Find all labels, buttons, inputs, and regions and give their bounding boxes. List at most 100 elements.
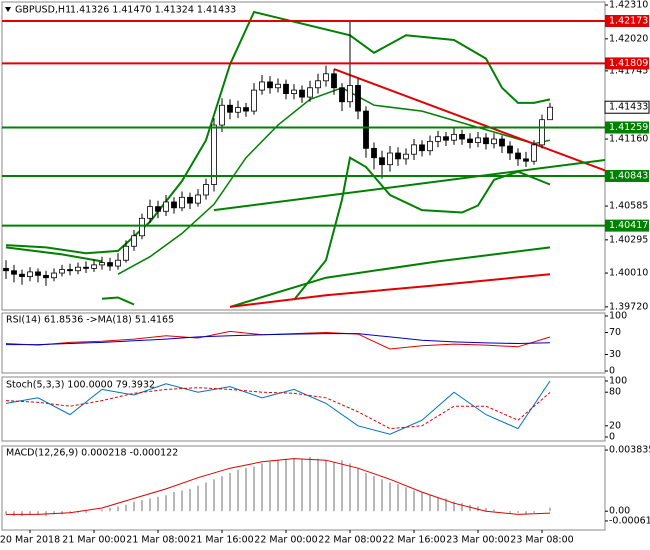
macd-bar [357,468,359,512]
candle-body [411,144,417,155]
y-tick-label: -0.000612 [609,515,650,526]
macd-bar [85,511,87,513]
macd-bar [525,511,527,515]
candle-body [91,264,97,269]
price-panel [1,1,606,311]
indicator-line [5,387,551,430]
candle-body [163,201,169,212]
macd-bar [509,511,511,513]
candle-body [339,87,345,103]
candle-body [403,153,409,160]
candle-body [323,73,329,82]
candle-body [531,144,537,162]
candle-body [291,89,297,94]
candle-body [203,184,209,196]
x-tick-label: 21 Mar 00:00 [62,535,125,546]
macd-bar [5,511,7,515]
y-tick-label: 1.41745 [609,65,648,76]
macd-bar [293,458,295,512]
candle-body [19,273,25,277]
macd-bar [253,466,255,512]
macd-bar [261,463,263,512]
candle-body [59,269,65,274]
candle-body [235,107,241,113]
macd-bar [221,476,223,512]
candle-body [419,144,425,152]
macd-bar [301,458,303,512]
macd-bar [109,508,111,512]
macd-bar [229,472,231,512]
macd-bar [69,511,71,513]
macd-bar [277,460,279,512]
signal-line [6,458,551,515]
macd-bar [53,511,55,515]
candle-body [499,138,505,147]
macd-bar [181,490,183,512]
level-label: 1.41809 [609,58,648,69]
candle-body [219,104,225,126]
candle-body [483,137,489,145]
macd-bar [437,496,439,512]
macd-bar [405,487,407,512]
level-label: 1.40843 [609,170,648,181]
candle-body [507,145,513,154]
level-label-box [605,121,649,134]
x-tick-label: 22 Mar 16:00 [382,535,445,546]
candle-body [395,152,401,160]
y-tick-label: 1.40010 [609,268,648,279]
candle-body [547,106,553,121]
candle-body [131,235,137,247]
macd-bar [429,495,431,512]
candle-body [51,272,57,279]
y-tick-label: 70 [609,327,621,338]
candle-body [27,271,33,277]
y-tick-label: 0 [609,432,615,443]
macd-bar [469,504,471,512]
candle-body [195,194,201,204]
candle-body [331,73,337,89]
macd-bar [325,460,327,512]
y-tick-label: 1.40295 [609,234,648,245]
candle-body [171,201,177,209]
macd-bar [141,500,143,512]
panel-layer [3,10,605,308]
ohlc-header: 1.41326 1.41470 1.41324 1.41433 [70,5,236,16]
candle-body [523,158,529,162]
macd-title: MACD(12,26,9) 0.000218 -0.000122 [6,448,178,459]
macd-bar [13,511,15,516]
level-label-box [605,219,649,232]
macd-bar [213,479,215,512]
level-label-box [605,14,649,27]
candle-body [387,152,393,166]
macd-bar [205,482,207,512]
y-tick-label: 1.40585 [609,201,648,212]
macd-bar [485,508,487,512]
macd-bar [365,472,367,512]
candle-body [363,110,369,149]
candle-body [179,196,185,209]
candle-body [467,138,473,143]
candle-body [99,262,105,266]
macd-bar [101,509,103,512]
indicator-line [6,333,551,346]
candle-body [155,206,161,212]
candle-body [115,259,121,267]
x-tick-label: 22 Mar 00:00 [254,535,317,546]
overlay-line [101,156,551,306]
macd-bar [189,488,191,512]
macd-bar [349,463,351,512]
indicator-line [5,380,551,435]
candle-body [307,87,313,98]
y-tick-label: 80 [609,387,621,398]
candle-body [451,133,457,141]
candle-body [267,81,273,89]
macd-bar [29,511,31,515]
macd-bar [381,479,383,512]
y-tick-label: 0 [609,366,615,377]
macd-bar [125,504,127,512]
overlay-line [333,68,605,172]
level-label: 1.41259 [609,122,648,133]
candle-body [259,81,265,91]
candle-body [243,107,249,112]
macd-bar [117,506,119,512]
